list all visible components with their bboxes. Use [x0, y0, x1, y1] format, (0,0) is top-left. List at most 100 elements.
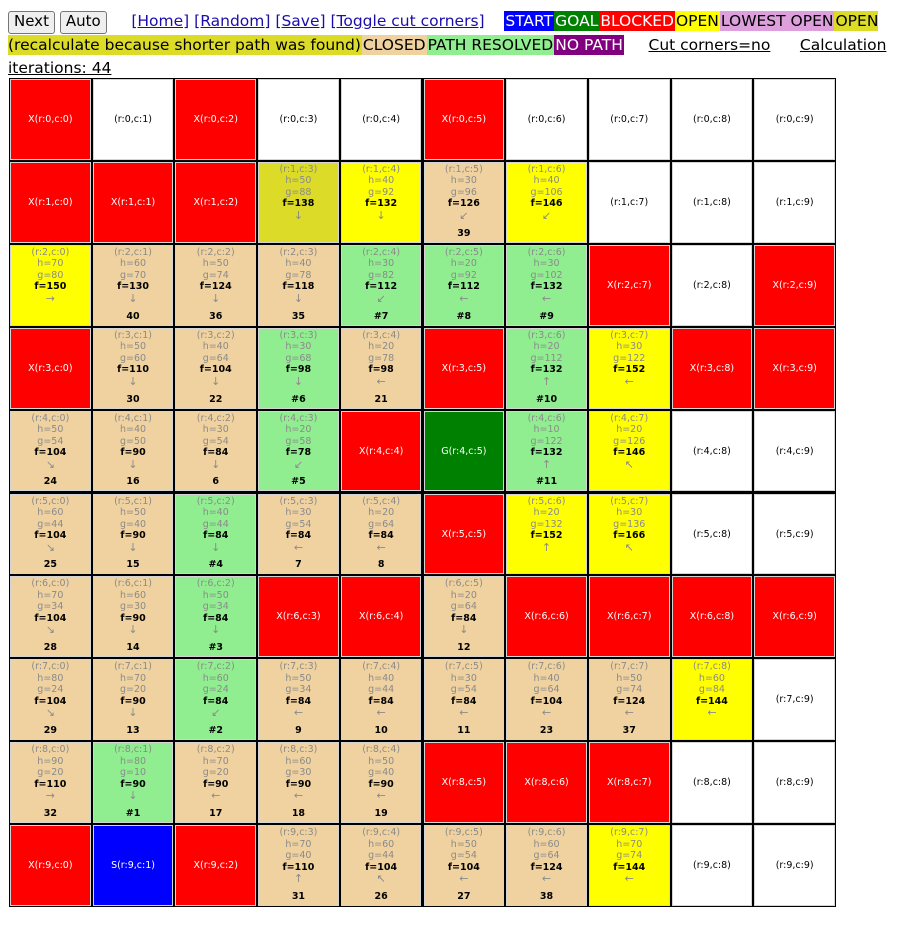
grid-cell[interactable]: (r:2,c:0) h=70 g=80 f=150 →	[10, 244, 91, 326]
grid-cell[interactable]: (r:9,c:9)	[754, 825, 835, 906]
grid-cell[interactable]: (r:1,c:7)	[588, 161, 670, 243]
grid-cell[interactable]: (r:0,c:7)	[588, 79, 670, 160]
grid-cell[interactable]: (r:7,c:0) h=80 g=24 f=104 ↘ 29	[10, 659, 91, 741]
grid-cell[interactable]: (r:2,c:2) h=50 g=74 f=124 ↓ 36	[175, 244, 257, 326]
grid-cell[interactable]: X(r:3,c:8)	[671, 327, 753, 409]
grid-cell[interactable]: X(r:1,c:2)	[175, 161, 257, 243]
cut-corners-status[interactable]: Cut corners=no	[648, 36, 771, 54]
grid-cell[interactable]: G(r:4,c:5)	[423, 410, 505, 492]
grid-cell[interactable]: (r:6,c:2) h=50 g=34 f=84 ↓ #3	[175, 576, 257, 658]
grid-cell[interactable]: (r:4,c:9)	[754, 410, 835, 492]
grid-cell[interactable]: X(r:3,c:9)	[754, 327, 835, 409]
grid-cell[interactable]: (r:6,c:0) h=70 g=34 f=104 ↘ 28	[10, 576, 91, 658]
grid-cell[interactable]: (r:9,c:8)	[671, 825, 753, 906]
grid-cell[interactable]: X(r:2,c:9)	[754, 244, 835, 326]
grid-cell[interactable]: (r:7,c:7) h=50 g=74 f=124 ← 37	[588, 659, 670, 741]
grid-cell[interactable]: (r:9,c:3) h=70 g=40 f=110 ↑ 31	[258, 825, 339, 906]
grid-cell[interactable]: (r:1,c:5) h=30 g=96 f=126 ↙ 39	[423, 161, 505, 243]
grid-cell[interactable]: X(r:0,c:5)	[423, 79, 505, 160]
grid-cell[interactable]: X(r:0,c:0)	[10, 79, 91, 160]
grid-cell[interactable]: X(r:8,c:6)	[506, 742, 587, 824]
grid-cell[interactable]: (r:6,c:1) h=60 g=30 f=90 ↓ 14	[92, 576, 174, 658]
grid-cell[interactable]: (r:7,c:1) h=70 g=20 f=90 ↓ 13	[92, 659, 174, 741]
grid-cell[interactable]: X(r:1,c:1)	[92, 161, 174, 243]
grid-cell[interactable]: (r:5,c:6) h=20 g=132 f=152 ↑	[506, 493, 587, 575]
grid-cell[interactable]: (r:5,c:1) h=50 g=40 f=90 ↓ 15	[92, 493, 174, 575]
grid-cell[interactable]: (r:3,c:7) h=30 g=122 f=152 ←	[588, 327, 670, 409]
next-button[interactable]: Next	[8, 11, 55, 34]
grid-cell[interactable]: (r:7,c:4) h=40 g=44 f=84 ← 10	[340, 659, 422, 741]
home-link[interactable]: [Home]	[131, 12, 190, 30]
grid-cell[interactable]: (r:4,c:1) h=40 g=50 f=90 ↓ 16	[92, 410, 174, 492]
grid-cell[interactable]: (r:8,c:3) h=60 g=30 f=90 ← 18	[258, 742, 339, 824]
grid-cell[interactable]: (r:6,c:5) h=20 g=64 f=84 ↓ 12	[423, 576, 505, 658]
grid-cell[interactable]: (r:0,c:1)	[92, 79, 174, 160]
grid-cell[interactable]: (r:2,c:8)	[671, 244, 753, 326]
grid-cell[interactable]: X(r:1,c:0)	[10, 161, 91, 243]
grid-cell[interactable]: X(r:6,c:8)	[671, 576, 753, 658]
grid-cell[interactable]: X(r:3,c:0)	[10, 327, 91, 409]
grid-cell[interactable]: (r:0,c:8)	[671, 79, 753, 160]
grid-cell[interactable]: (r:8,c:8)	[671, 742, 753, 824]
grid-cell[interactable]: (r:2,c:4) h=30 g=82 f=112 ↙ #7	[340, 244, 422, 326]
toggle-cut-corners-link[interactable]: [Toggle cut corners]	[330, 12, 485, 30]
grid-cell[interactable]: (r:9,c:5) h=50 g=54 f=104 ← 27	[423, 825, 505, 906]
grid-cell[interactable]: X(r:6,c:4)	[340, 576, 422, 658]
grid-cell[interactable]: (r:2,c:6) h=30 g=102 f=132 ← #9	[506, 244, 587, 326]
grid-cell[interactable]: (r:9,c:4) h=60 g=44 f=104 ↖ 26	[340, 825, 422, 906]
grid-cell[interactable]: (r:2,c:1) h=60 g=70 f=130 ↓ 40	[92, 244, 174, 326]
grid-cell[interactable]: (r:8,c:0) h=90 g=20 f=110 → 32	[10, 742, 91, 824]
grid-cell[interactable]: (r:9,c:6) h=60 g=64 f=124 ← 38	[506, 825, 587, 906]
grid-cell[interactable]: X(r:6,c:7)	[588, 576, 670, 658]
grid-cell[interactable]: (r:0,c:6)	[506, 79, 587, 160]
grid-cell[interactable]: S(r:9,c:1)	[92, 825, 174, 906]
grid-cell[interactable]: (r:3,c:3) h=30 g=68 f=98 ↓ #6	[258, 327, 339, 409]
grid-cell[interactable]: (r:1,c:9)	[754, 161, 835, 243]
grid-cell[interactable]: (r:4,c:3) h=20 g=58 f=78 ↙ #5	[258, 410, 339, 492]
grid-cell[interactable]: X(r:6,c:3)	[258, 576, 339, 658]
grid-cell[interactable]: (r:4,c:6) h=10 g=122 f=132 ↑ #11	[506, 410, 587, 492]
grid-cell[interactable]: (r:5,c:9)	[754, 493, 835, 575]
grid-cell[interactable]: (r:3,c:4) h=20 g=78 f=98 ← 21	[340, 327, 422, 409]
grid-cell[interactable]: (r:9,c:7) h=70 g=74 f=144 ←	[588, 825, 670, 906]
grid-cell[interactable]: X(r:6,c:9)	[754, 576, 835, 658]
grid-cell[interactable]: (r:7,c:8) h=60 g=84 f=144 ←	[671, 659, 753, 741]
grid-cell[interactable]: (r:2,c:5) h=20 g=92 f=112 ← #8	[423, 244, 505, 326]
grid-cell[interactable]: (r:0,c:3)	[258, 79, 339, 160]
grid-cell[interactable]: (r:7,c:5) h=30 g=54 f=84 ← 11	[423, 659, 505, 741]
grid-cell[interactable]: (r:4,c:2) h=30 g=54 f=84 ↓ 6	[175, 410, 257, 492]
grid-cell[interactable]: X(r:6,c:6)	[506, 576, 587, 658]
grid-cell[interactable]: X(r:8,c:5)	[423, 742, 505, 824]
grid-cell[interactable]: (r:8,c:2) h=70 g=20 f=90 ← 17	[175, 742, 257, 824]
grid-cell[interactable]: (r:5,c:0) h=60 g=44 f=104 ↘ 25	[10, 493, 91, 575]
grid-cell[interactable]: X(r:5,c:5)	[423, 493, 505, 575]
grid-cell[interactable]: (r:7,c:6) h=40 g=64 f=104 ← 23	[506, 659, 587, 741]
grid-cell[interactable]: (r:5,c:3) h=30 g=54 f=84 ← 7	[258, 493, 339, 575]
grid-cell[interactable]: (r:1,c:6) h=40 g=106 f=146 ↙	[506, 161, 587, 243]
grid-cell[interactable]: (r:4,c:0) h=50 g=54 f=104 ↘ 24	[10, 410, 91, 492]
grid-cell[interactable]: (r:7,c:2) h=60 g=24 f=84 ↙ #2	[175, 659, 257, 741]
pathfinding-grid[interactable]: X(r:0,c:0) (r:0,c:1) X(r:0,c:2) (r:0,c:3) (r…	[9, 78, 836, 907]
grid-cell[interactable]: (r:5,c:8)	[671, 493, 753, 575]
grid-cell[interactable]: (r:4,c:7) h=20 g=126 f=146 ↖	[588, 410, 670, 492]
grid-cell[interactable]: (r:7,c:9)	[754, 659, 835, 741]
grid-cell[interactable]: (r:0,c:9)	[754, 79, 835, 160]
auto-button[interactable]: Auto	[59, 11, 107, 34]
grid-cell[interactable]: (r:5,c:4) h=20 g=64 f=84 ← 8	[340, 493, 422, 575]
grid-cell[interactable]: X(r:4,c:4)	[340, 410, 422, 492]
grid-cell[interactable]: (r:5,c:7) h=30 g=136 f=166 ↖	[588, 493, 670, 575]
grid-cell[interactable]: X(r:0,c:2)	[175, 79, 257, 160]
grid-cell[interactable]: (r:2,c:3) h=40 g=78 f=118 ↓ 35	[258, 244, 339, 326]
save-link[interactable]: [Save]	[275, 12, 326, 30]
grid-cell[interactable]: (r:5,c:2) h=40 g=44 f=84 ↓ #4	[175, 493, 257, 575]
grid-cell[interactable]: (r:1,c:3) h=50 g=88 f=138 ↓	[258, 161, 339, 243]
grid-cell[interactable]: (r:3,c:2) h=40 g=64 f=104 ↓ 22	[175, 327, 257, 409]
grid-cell[interactable]: (r:7,c:3) h=50 g=34 f=84 ← 9	[258, 659, 339, 741]
grid-cell[interactable]: X(r:9,c:2)	[175, 825, 257, 906]
grid-cell[interactable]: (r:3,c:6) h=20 g=112 f=132 ↑ #10	[506, 327, 587, 409]
grid-cell[interactable]: (r:8,c:4) h=50 g=40 f=90 ← 19	[340, 742, 422, 824]
random-link[interactable]: [Random]	[194, 12, 271, 30]
grid-cell[interactable]: X(r:9,c:0)	[10, 825, 91, 906]
grid-cell[interactable]: (r:0,c:4)	[340, 79, 422, 160]
grid-cell[interactable]: X(r:3,c:5)	[423, 327, 505, 409]
